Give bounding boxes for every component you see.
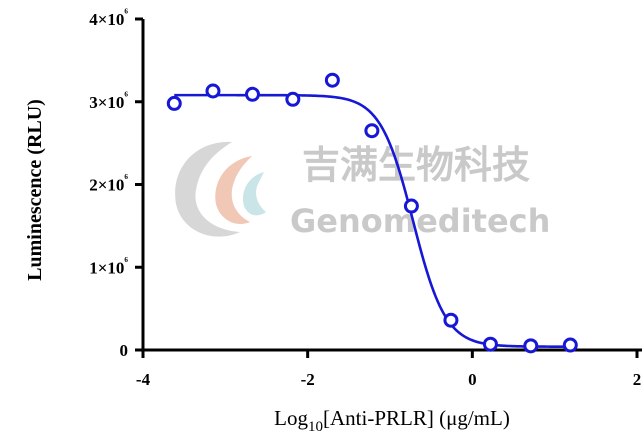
data-point (166, 95, 182, 111)
data-point (482, 336, 498, 352)
x-ticks: -4 -2 0 2 (136, 350, 641, 389)
data-point (245, 86, 261, 102)
data-point (205, 83, 221, 99)
y-tick-label: 4×10⁶ (89, 6, 128, 29)
y-tick-label: 1×10⁶ (89, 254, 128, 277)
data-points (166, 72, 578, 354)
data-point (324, 72, 340, 88)
x-tick-label: -2 (301, 370, 315, 389)
x-tick-label: -4 (136, 370, 151, 389)
watermark-cn: 吉满生物科技 (302, 143, 530, 187)
y-axis-title: Luminescence (RLU) (24, 99, 46, 281)
watermark: 吉满生物科技 Genomeditech (175, 141, 550, 240)
y-tick-label: 0 (120, 341, 129, 360)
y-axis: 0 1×10⁶ 2×10⁶ 3×10⁶ 4×10⁶ (89, 6, 145, 360)
y-tick-label: 2×10⁶ (89, 172, 128, 195)
x-axis: -4 -2 0 2 (136, 348, 642, 389)
x-tick-label: 0 (468, 370, 477, 389)
data-point (523, 338, 539, 354)
data-point (562, 337, 578, 353)
x-axis-title-sub: 10 (308, 419, 323, 435)
x-axis-title-suffix: [Anti-PRLR] (μg/mL) (323, 406, 510, 430)
watermark-logo-icon (175, 141, 266, 237)
data-point (285, 91, 301, 107)
data-point (364, 123, 380, 139)
x-tick-label: 2 (633, 370, 642, 389)
fit-curve (174, 93, 571, 348)
y-ticks: 0 1×10⁶ 2×10⁶ 3×10⁶ 4×10⁶ (89, 6, 143, 360)
x-axis-title-prefix: Log (274, 406, 308, 430)
x-axis-title: Log10[Anti-PRLR] (μg/mL) (274, 406, 510, 435)
y-tick-label: 3×10⁶ (89, 89, 128, 112)
watermark-en: Genomeditech (290, 202, 550, 240)
data-point (443, 312, 459, 328)
data-point (403, 198, 419, 214)
